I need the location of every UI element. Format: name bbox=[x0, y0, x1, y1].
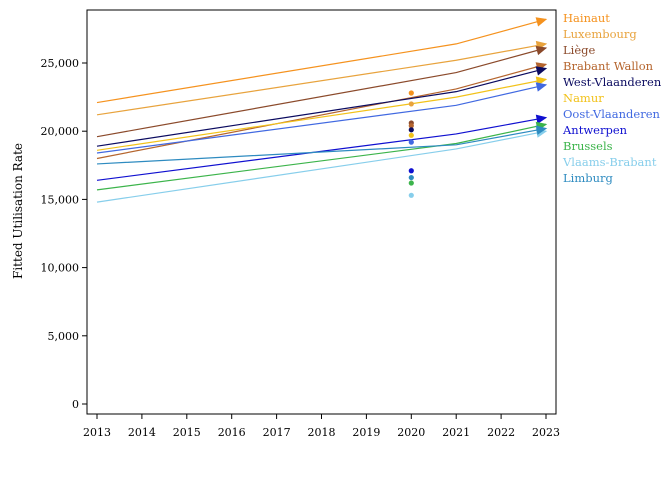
x-tick-label: 2015 bbox=[173, 426, 201, 439]
legend-label: Hainaut bbox=[563, 11, 610, 25]
x-tick-label: 2021 bbox=[442, 426, 470, 439]
legend-label: Antwerpen bbox=[562, 123, 628, 137]
series-line bbox=[96, 84, 547, 154]
series-marker-point bbox=[408, 180, 414, 186]
series-line bbox=[96, 43, 547, 116]
series-line bbox=[96, 78, 547, 151]
y-tick-label: 15,000 bbox=[41, 193, 80, 206]
series-arrowhead bbox=[535, 125, 548, 135]
y-tick-label: 5,000 bbox=[48, 330, 80, 343]
y-tick-label: 10,000 bbox=[41, 262, 80, 275]
x-tick-label: 2018 bbox=[308, 426, 336, 439]
x-tick-label: 2016 bbox=[218, 426, 246, 439]
legend-label: Brussels bbox=[563, 139, 613, 153]
x-tick-label: 2023 bbox=[532, 426, 560, 439]
x-tick-label: 2022 bbox=[487, 426, 515, 439]
y-tick-label: 20,000 bbox=[41, 125, 80, 138]
legend-label: Oost-Vlaanderen bbox=[563, 107, 660, 121]
plot-frame bbox=[86, 9, 557, 415]
y-axis: 0 5,000 10,000 15,000 20,000 25,000 bbox=[41, 57, 87, 411]
plot-area bbox=[86, 9, 557, 415]
series-arrowhead bbox=[535, 82, 548, 92]
series-marker-point bbox=[408, 132, 414, 138]
x-tick-label: 2017 bbox=[263, 426, 291, 439]
legend-label: Liège bbox=[563, 43, 595, 57]
legend-label: Luxembourg bbox=[563, 27, 637, 41]
series-marker-point bbox=[408, 139, 414, 145]
y-tick-label: 0 bbox=[72, 398, 79, 411]
x-axis: 2013 2014 2015 2016 2017 2018 2019 2020 2021 2022… bbox=[83, 414, 560, 439]
y-tick-label: 25,000 bbox=[41, 57, 80, 70]
legend: Hainaut Luxembourg Liège Brabant Wallon West… bbox=[562, 11, 662, 185]
series-marker-point bbox=[408, 168, 414, 174]
series-line bbox=[96, 47, 547, 138]
series-marker-point bbox=[408, 101, 414, 107]
series-line bbox=[96, 116, 547, 181]
x-tick-label: 2019 bbox=[352, 426, 380, 439]
x-tick-label: 2014 bbox=[128, 426, 156, 439]
series-line bbox=[96, 67, 547, 147]
legend-label: Brabant Wallon bbox=[563, 59, 654, 73]
series-marker-point bbox=[408, 192, 414, 198]
series-arrowhead bbox=[535, 45, 548, 56]
legend-label: Namur bbox=[563, 91, 604, 105]
series-marker-point bbox=[408, 90, 414, 96]
series-line bbox=[96, 63, 547, 160]
series-marker-point bbox=[408, 123, 414, 129]
series-marker-point bbox=[408, 127, 414, 133]
series-arrowhead bbox=[535, 17, 548, 27]
series-line bbox=[96, 127, 547, 165]
series-line bbox=[96, 130, 547, 203]
x-tick-label: 2013 bbox=[83, 426, 111, 439]
legend-label: Limburg bbox=[563, 171, 613, 185]
legend-label: Vlaams-Brabant bbox=[562, 155, 657, 169]
x-tick-label: 2020 bbox=[397, 426, 425, 439]
series-arrowhead bbox=[535, 114, 548, 124]
year-markers bbox=[408, 90, 414, 198]
series-lines bbox=[96, 17, 548, 203]
legend-label: West-Vlaanderen bbox=[563, 75, 662, 89]
series-line bbox=[96, 123, 547, 191]
series-line bbox=[96, 18, 547, 104]
y-axis-title: Fitted Utilisation Rate bbox=[11, 143, 25, 279]
series-arrowhead bbox=[535, 66, 548, 76]
series-marker-point bbox=[408, 174, 414, 181]
